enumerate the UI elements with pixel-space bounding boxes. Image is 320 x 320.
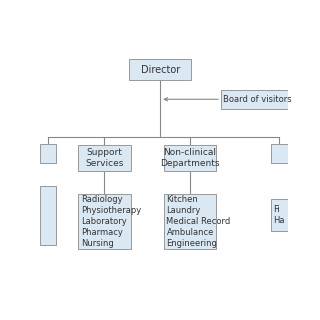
FancyBboxPatch shape	[78, 145, 131, 171]
FancyBboxPatch shape	[271, 144, 288, 163]
Text: Board of visitors: Board of visitors	[223, 95, 291, 104]
FancyBboxPatch shape	[40, 186, 56, 245]
Text: Non-clinical
Departments: Non-clinical Departments	[160, 148, 220, 168]
FancyBboxPatch shape	[221, 90, 293, 108]
FancyBboxPatch shape	[40, 144, 56, 163]
FancyBboxPatch shape	[164, 145, 216, 171]
FancyBboxPatch shape	[271, 198, 288, 231]
FancyBboxPatch shape	[78, 194, 131, 249]
Text: Kitchen
Laundry
Medical Record
Ambulance
Engineering: Kitchen Laundry Medical Record Ambulance…	[166, 195, 231, 248]
FancyBboxPatch shape	[164, 194, 216, 249]
Text: Radiology
Physiotherapy
Laboratory
Pharmacy
Nursing: Radiology Physiotherapy Laboratory Pharm…	[81, 195, 141, 248]
FancyBboxPatch shape	[129, 59, 191, 80]
Text: Support
Services: Support Services	[85, 148, 124, 168]
Text: Director: Director	[141, 65, 180, 75]
Text: Fi
Ha: Fi Ha	[273, 204, 284, 225]
